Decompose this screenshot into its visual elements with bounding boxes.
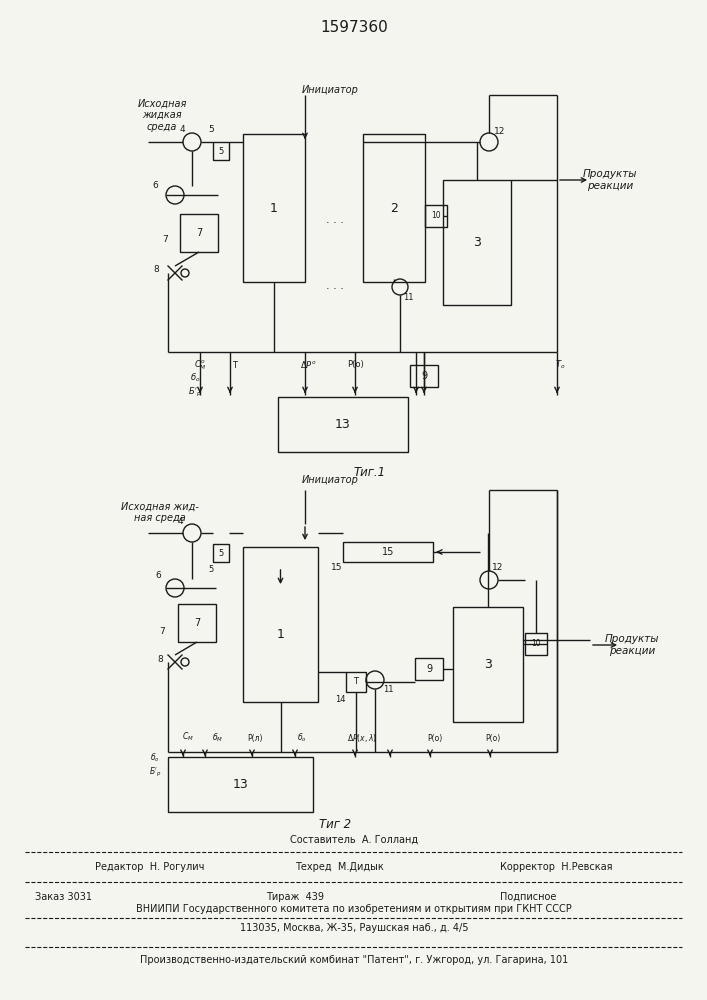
Text: Исходная жид-
ная среда: Исходная жид- ная среда <box>121 501 199 523</box>
Bar <box>168 757 313 812</box>
Bar <box>213 544 229 562</box>
Text: P(o): P(o) <box>346 360 363 369</box>
Text: Продукты
реакции: Продукты реакции <box>604 634 659 656</box>
Text: $б_о$: $б_о$ <box>297 732 307 744</box>
Bar <box>278 397 408 452</box>
Text: $б_о$: $б_о$ <box>189 372 200 384</box>
Text: 3: 3 <box>473 236 481 249</box>
Text: 113035, Москва, Ж-35, Раушская наб., д. 4/5: 113035, Москва, Ж-35, Раушская наб., д. … <box>240 923 468 933</box>
Text: 4: 4 <box>177 518 183 526</box>
Text: Редактор  Н. Рогулич: Редактор Н. Рогулич <box>95 862 204 872</box>
Text: Исходная
жидкая
среда: Исходная жидкая среда <box>137 98 187 132</box>
Text: $\Delta P(x,\lambda)$: $\Delta P(x,\lambda)$ <box>347 732 377 744</box>
Text: Корректор  Н.Ревская: Корректор Н.Ревская <box>500 862 612 872</box>
Text: $\Delta P^о$: $\Delta P^о$ <box>300 360 317 370</box>
Text: $Б'_р$: $Б'_р$ <box>188 385 202 399</box>
Text: 1: 1 <box>270 202 278 215</box>
Text: Техред  М.Дидык: Техред М.Дидык <box>295 862 384 872</box>
Bar <box>213 142 229 160</box>
Text: 6: 6 <box>152 180 158 190</box>
Text: 5: 5 <box>208 125 214 134</box>
Text: 1597360: 1597360 <box>320 20 388 35</box>
Bar <box>415 658 443 680</box>
Bar <box>410 365 438 387</box>
Text: Тираж  439: Тираж 439 <box>266 892 324 902</box>
Text: 8: 8 <box>157 656 163 664</box>
Text: Продукты
реакции: Продукты реакции <box>583 169 637 191</box>
Text: 5: 5 <box>218 146 223 155</box>
Text: 7: 7 <box>194 618 200 628</box>
Text: 7: 7 <box>162 235 168 244</box>
Text: $б_о$: $б_о$ <box>150 752 160 764</box>
Text: 12: 12 <box>494 127 506 136</box>
Bar <box>525 633 547 655</box>
Text: 8: 8 <box>153 265 159 274</box>
Text: Инициатор: Инициатор <box>302 85 358 95</box>
Text: $C_М$: $C_М$ <box>182 731 194 743</box>
Bar <box>443 180 511 305</box>
Text: 14: 14 <box>334 696 345 704</box>
Text: $б_М$: $б_М$ <box>212 732 223 744</box>
Text: 6: 6 <box>155 572 161 580</box>
Text: 10: 10 <box>531 640 541 648</box>
Text: Производственно-издательский комбинат "Патент", г. Ужгород, ул. Гагарина, 101: Производственно-издательский комбинат "П… <box>140 955 568 965</box>
Text: 13: 13 <box>335 418 351 431</box>
Text: T: T <box>354 678 358 686</box>
Text: P(o): P(o) <box>427 734 443 742</box>
Text: 4: 4 <box>179 125 185 134</box>
Text: T: T <box>233 360 238 369</box>
Text: 15: 15 <box>332 564 343 572</box>
Text: 15: 15 <box>382 547 395 557</box>
Text: 7: 7 <box>196 228 202 238</box>
Bar <box>425 205 447 227</box>
Text: $T_о$: $T_о$ <box>555 359 565 371</box>
Bar <box>180 214 218 252</box>
Text: 11: 11 <box>382 686 393 694</box>
Text: 9: 9 <box>421 371 427 381</box>
Text: 1: 1 <box>276 628 284 641</box>
Text: Подписное: Подписное <box>500 892 556 902</box>
Text: 3: 3 <box>484 658 492 671</box>
Text: 11: 11 <box>403 294 414 302</box>
Text: $C_М^о$: $C_М^о$ <box>194 358 206 372</box>
Bar <box>363 134 425 282</box>
Text: . . .: . . . <box>326 281 344 291</box>
Text: 2: 2 <box>390 202 398 215</box>
Text: P(л): P(л) <box>247 734 263 742</box>
Bar <box>243 547 318 702</box>
Text: Составитель  А. Голланд: Составитель А. Голланд <box>290 835 418 845</box>
Text: 10: 10 <box>431 212 440 221</box>
Text: $Б'_р$: $Б'_р$ <box>148 765 161 779</box>
Text: 5: 5 <box>218 548 223 558</box>
Bar <box>243 134 305 282</box>
Text: P(o): P(o) <box>486 734 501 742</box>
Text: Заказ 3031: Заказ 3031 <box>35 892 92 902</box>
Text: . . .: . . . <box>326 215 344 225</box>
Bar <box>343 542 433 562</box>
Text: 7: 7 <box>159 628 165 637</box>
Bar <box>346 672 366 692</box>
Text: Инициатор: Инициатор <box>302 475 358 485</box>
Text: 5: 5 <box>209 566 214 574</box>
Text: 12: 12 <box>492 564 503 572</box>
Text: Τиг 2: Τиг 2 <box>319 818 351 832</box>
Bar <box>178 604 216 642</box>
Text: 13: 13 <box>233 778 248 791</box>
Bar <box>453 607 523 722</box>
Text: Τиг.1: Τиг.1 <box>354 466 386 479</box>
Text: 9: 9 <box>426 664 432 674</box>
Text: ВНИИПИ Государственного комитета по изобретениям и открытиям при ГКНТ СССР: ВНИИПИ Государственного комитета по изоб… <box>136 904 572 914</box>
